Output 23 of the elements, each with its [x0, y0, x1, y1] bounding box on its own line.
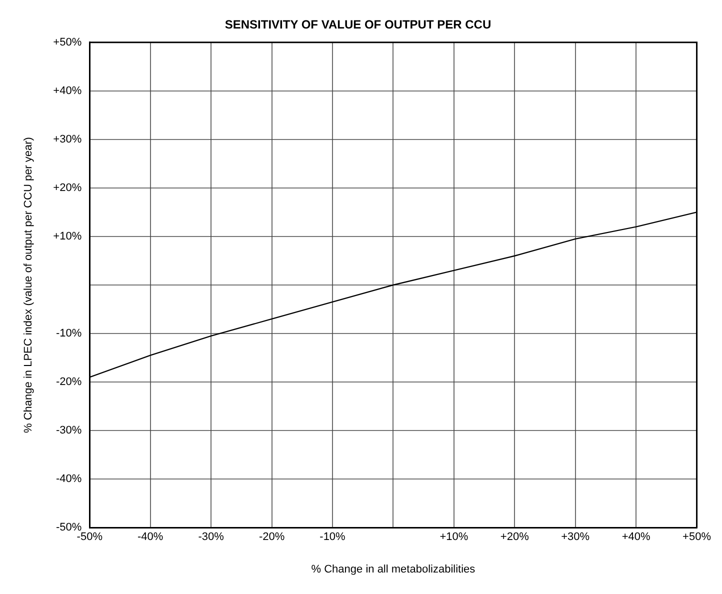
x-tick-label: -20% — [258, 531, 285, 544]
x-tick-label: -10% — [320, 531, 346, 544]
y-tick-label: +50% — [53, 36, 82, 48]
y-tick-label: +40% — [53, 84, 82, 97]
x-tick-label: +10% — [440, 531, 468, 544]
y-tick-label: -40% — [56, 473, 82, 486]
y-tick-label: +20% — [53, 182, 82, 194]
y-tick-label: +30% — [53, 133, 82, 146]
y-tick-label: -30% — [56, 424, 82, 437]
x-tick-label: +30% — [561, 531, 590, 544]
y-tick-label: +10% — [53, 230, 82, 243]
x-tick-label: +40% — [622, 531, 650, 544]
x-tick-label: -30% — [198, 531, 224, 544]
y-tick-label: -10% — [56, 328, 82, 340]
y-axis-title: % Change in LPEC index (value of output per CCU per year) — [22, 137, 35, 433]
x-axis-title: % Change in all metabolizabilities — [311, 563, 476, 576]
x-tick-label: -50% — [76, 531, 103, 544]
y-tick-label: -20% — [56, 376, 82, 388]
x-tick-label: +20% — [500, 531, 530, 544]
x-tick-label: -40% — [138, 531, 164, 544]
x-tick-label: +50% — [682, 531, 712, 544]
y-tick-label: -50% — [56, 522, 82, 534]
chart-title: SENSITIVITY OF VALUE OF OUTPUT PER CCU — [224, 18, 492, 32]
